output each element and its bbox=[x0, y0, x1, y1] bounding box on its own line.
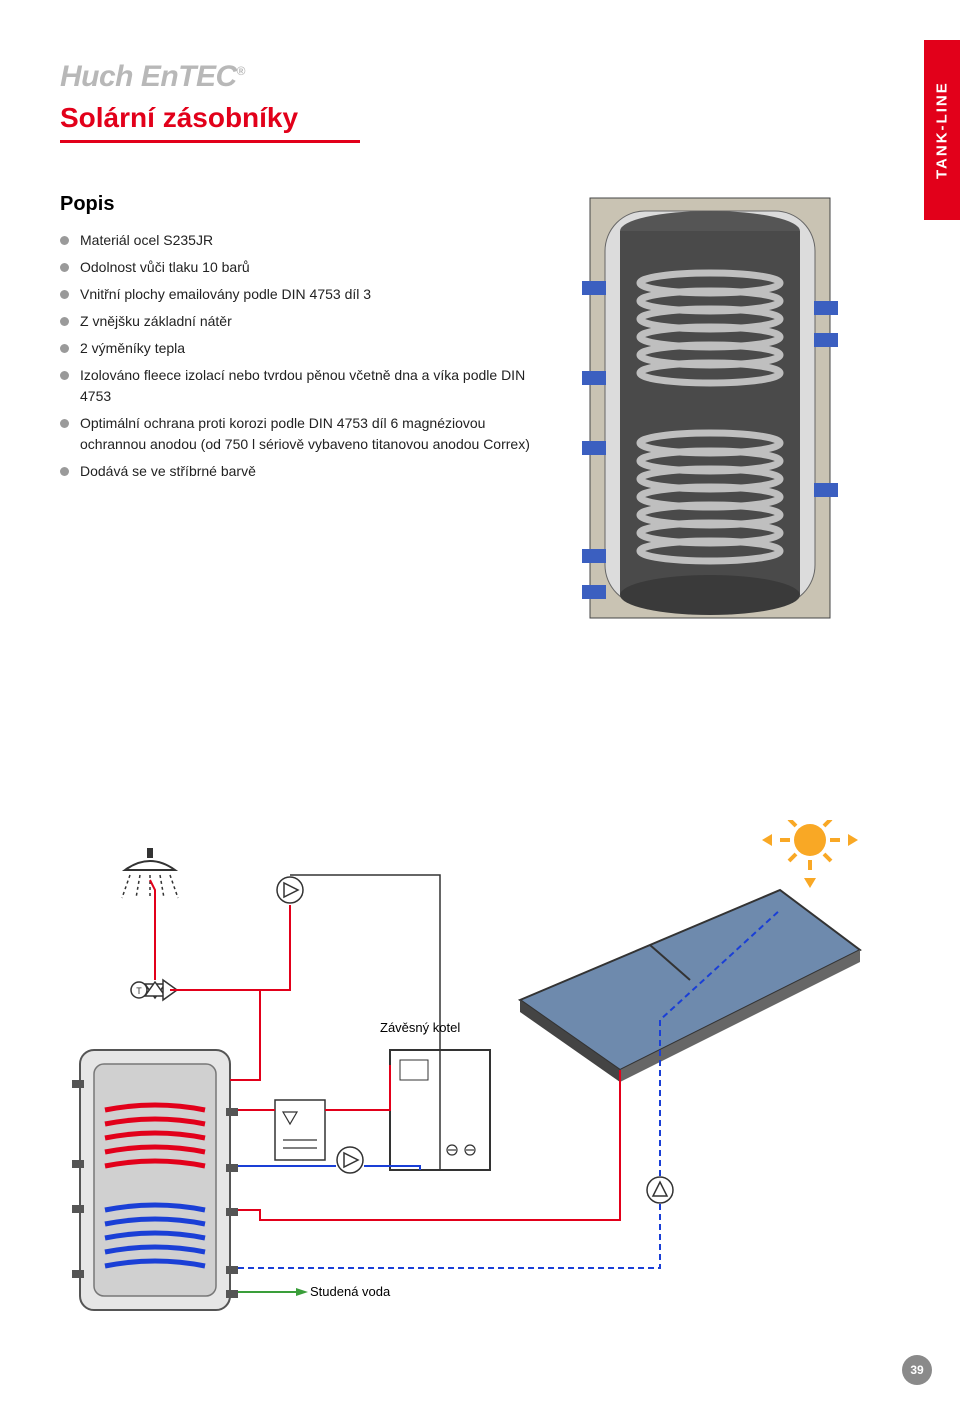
list-item: Optimální ochrana proti korozi podle DIN… bbox=[60, 413, 540, 455]
cold-water-label: Studená voda bbox=[310, 1284, 390, 1299]
page-content: Huch EnTEC® Solární zásobníky Popis Mate… bbox=[0, 0, 960, 638]
brand-text: Huch EnTEC bbox=[60, 60, 237, 93]
svg-text:T: T bbox=[136, 986, 142, 996]
brand-logo: Huch EnTEC® bbox=[60, 60, 880, 94]
title-rule bbox=[60, 140, 360, 143]
list-item: Odolnost vůči tlaku 10 barů bbox=[60, 257, 540, 278]
system-diagram: T bbox=[60, 820, 880, 1340]
list-item: Vnitřní plochy emailovány podle DIN 4753… bbox=[60, 284, 540, 305]
page-number: 39 bbox=[902, 1355, 932, 1385]
brand-reg: ® bbox=[237, 64, 245, 78]
list-item: 2 výměníky tepla bbox=[60, 338, 540, 359]
boiler-label: Závěsný kotel bbox=[380, 1020, 460, 1035]
list-item: Izolováno fleece izolací nebo tvrdou pěn… bbox=[60, 365, 540, 407]
tank-image-column bbox=[580, 193, 880, 638]
description-column: Popis Materiál ocel S235JR Odolnost vůči… bbox=[60, 193, 540, 638]
section-heading: Popis bbox=[60, 193, 540, 216]
tank-cutaway-illustration bbox=[580, 193, 840, 633]
list-item: Z vnějšku základní nátěr bbox=[60, 311, 540, 332]
list-item: Dodává se ve stříbrné barvě bbox=[60, 461, 540, 482]
page-title: Solární zásobníky bbox=[60, 102, 880, 134]
description-list: Materiál ocel S235JR Odolnost vůči tlaku… bbox=[60, 230, 540, 482]
side-tab: TANK-LINE bbox=[924, 40, 960, 220]
list-item: Materiál ocel S235JR bbox=[60, 230, 540, 251]
